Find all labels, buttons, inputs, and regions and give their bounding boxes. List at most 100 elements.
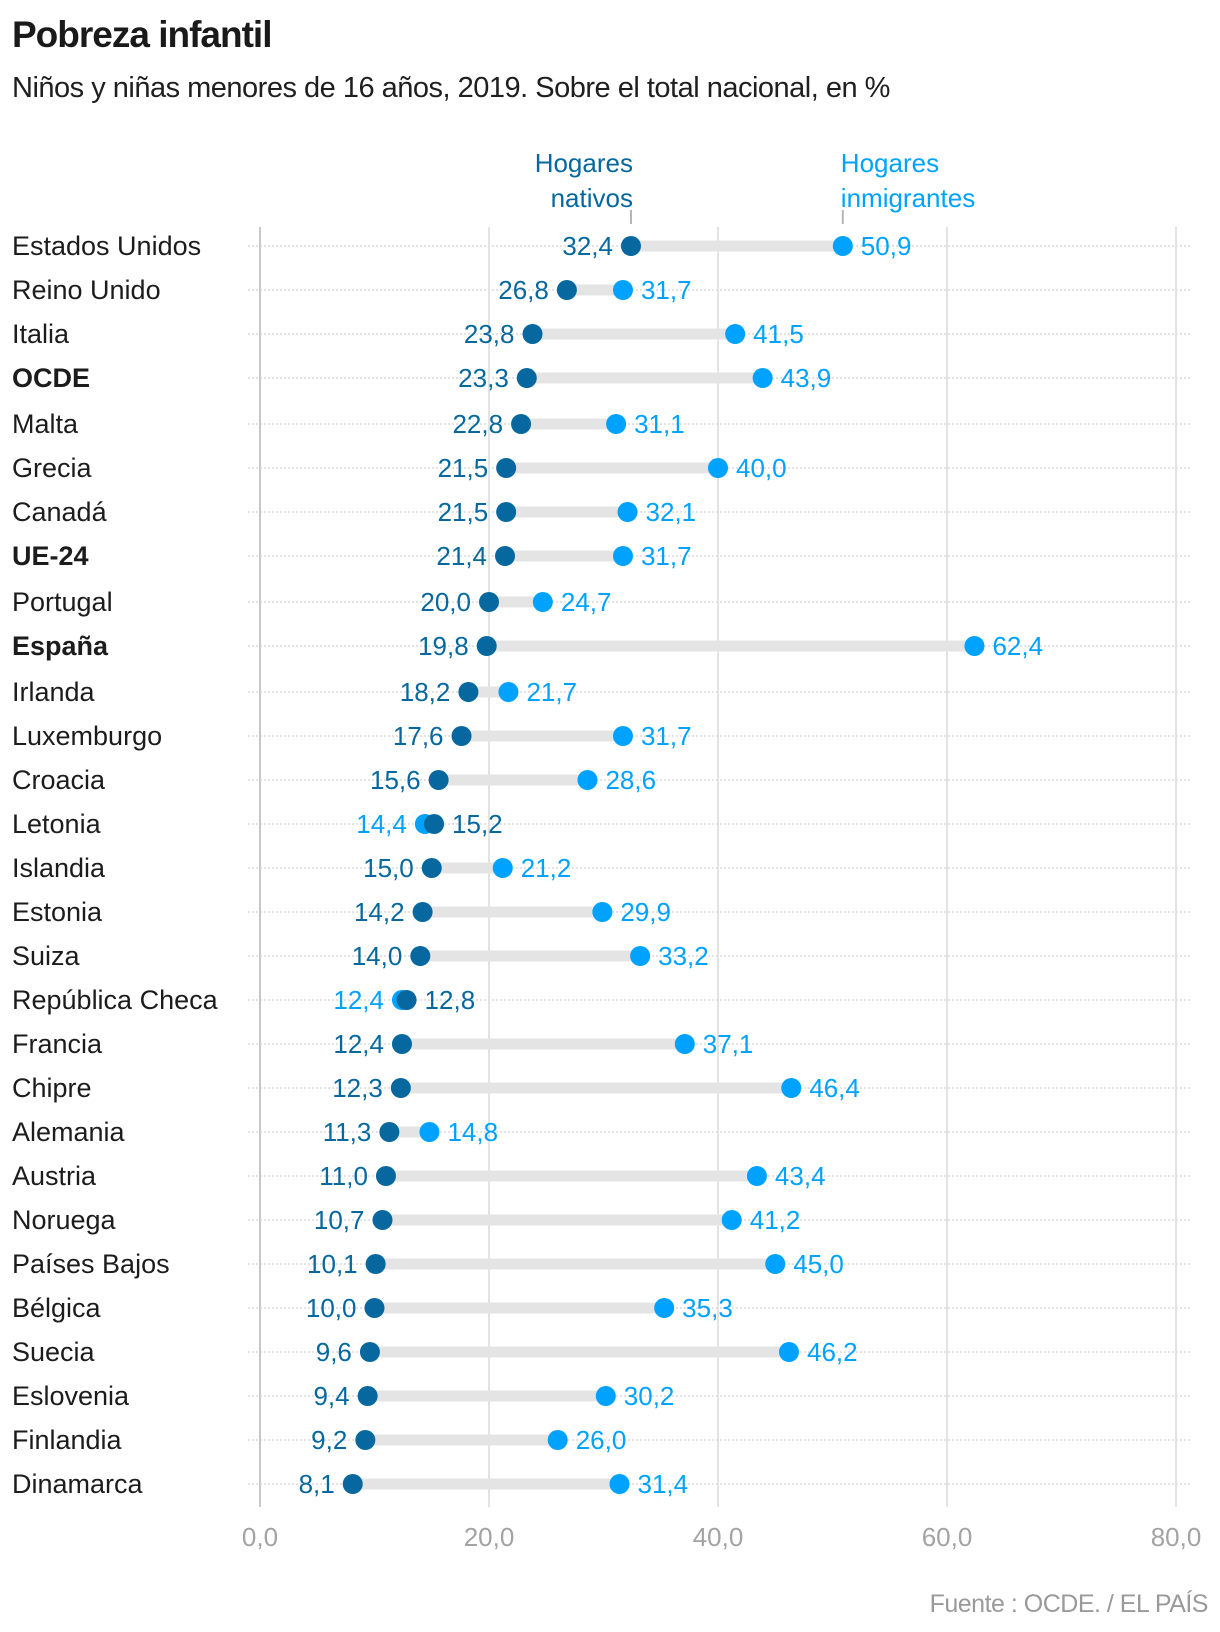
x-axis: 0,0 20,0 40,0 60,0 80,0	[242, 227, 1201, 1552]
row-francia: Francia 12,4 37,1	[12, 1029, 753, 1059]
value-label-nativos: 26,8	[498, 275, 549, 305]
dot-inmigrantes	[577, 770, 598, 790]
category-label: Países Bajos	[12, 1249, 170, 1279]
legend-label: nativos	[551, 183, 633, 213]
dot-nativos	[476, 636, 497, 656]
dot-inmigrantes	[721, 1210, 742, 1230]
category-label: España	[12, 631, 109, 661]
value-label-inmigrantes: 46,4	[809, 1073, 860, 1103]
value-label-inmigrantes: 31,7	[641, 541, 692, 571]
dot-nativos	[359, 1342, 380, 1362]
value-label-nativos: 10,1	[307, 1249, 358, 1279]
row-alemania: Alemania 11,3 14,8	[12, 1117, 498, 1147]
value-label-inmigrantes: 21,2	[521, 853, 572, 883]
category-label: Reino Unido	[12, 275, 161, 305]
dot-nativos	[458, 682, 479, 702]
value-label-inmigrantes: 30,2	[624, 1381, 675, 1411]
dot-nativos	[390, 1078, 411, 1098]
value-label-nativos: 9,6	[316, 1337, 352, 1367]
dot-inmigrantes	[547, 1430, 568, 1450]
value-label-inmigrantes: 45,0	[793, 1249, 844, 1279]
x-tick-label: 20,0	[464, 1522, 515, 1552]
dot-inmigrantes	[778, 1342, 799, 1362]
source-credit: Fuente : OCDE. / EL PAÍS	[929, 1590, 1209, 1618]
dot-inmigrantes	[630, 946, 651, 966]
category-label: Eslovenia	[12, 1381, 130, 1411]
value-label-inmigrantes: 31,4	[638, 1469, 689, 1499]
dot-nativos	[372, 1210, 393, 1230]
dot-inmigrantes	[654, 1298, 675, 1318]
dot-nativos	[495, 546, 516, 566]
dot-inmigrantes	[498, 682, 519, 702]
row-canadá: Canadá 21,5 32,1	[12, 497, 696, 527]
value-label-nativos: 22,8	[452, 409, 503, 439]
row-noruega: Noruega 10,7 41,2	[12, 1205, 800, 1235]
dot-nativos	[396, 990, 417, 1010]
x-tick-label: 80,0	[1151, 1522, 1202, 1552]
value-label-nativos: 11,0	[319, 1161, 368, 1191]
category-label: República Checa	[12, 985, 219, 1015]
value-label-nativos: 21,5	[438, 497, 489, 527]
dot-nativos	[421, 858, 442, 878]
row-estonia: Estonia 14,2 29,9	[12, 897, 671, 927]
value-label-nativos: 17,6	[393, 721, 444, 751]
category-label: Suecia	[12, 1337, 96, 1367]
dot-inmigrantes	[419, 1122, 440, 1142]
category-label: Dinamarca	[12, 1469, 144, 1499]
value-label-inmigrantes: 21,7	[526, 677, 577, 707]
category-label: Bélgica	[12, 1293, 102, 1323]
value-label-inmigrantes: 62,4	[992, 631, 1043, 661]
category-label: Chipre	[12, 1073, 92, 1103]
category-label: Italia	[12, 319, 70, 349]
category-label: Austria	[12, 1161, 97, 1191]
legend: Hogares nativos Hogares inmigrantes	[535, 148, 975, 224]
row-portugal: Portugal 20,0 24,7	[12, 587, 611, 617]
value-label-inmigrantes: 28,6	[605, 765, 656, 795]
dot-inmigrantes	[612, 726, 633, 746]
value-label-inmigrantes: 46,2	[807, 1337, 858, 1367]
value-label-nativos: 12,8	[425, 985, 476, 1015]
dot-nativos	[496, 502, 517, 522]
dot-nativos	[516, 368, 537, 388]
chart-title: Pobreza infantil	[12, 14, 272, 55]
x-tick-label: 40,0	[693, 1522, 744, 1552]
value-label-inmigrantes: 37,1	[703, 1029, 754, 1059]
value-label-inmigrantes: 31,1	[634, 409, 685, 439]
dot-nativos	[428, 770, 449, 790]
row-italia: Italia 23,8 41,5	[12, 319, 804, 349]
value-label-inmigrantes: 31,7	[641, 721, 692, 751]
value-label-inmigrantes: 12,4	[333, 985, 384, 1015]
value-label-inmigrantes: 26,0	[576, 1425, 627, 1455]
category-label: Croacia	[12, 765, 106, 795]
row-estados-unidos: Estados Unidos 32,4 50,9	[12, 231, 911, 261]
x-tick-label: 0,0	[242, 1522, 278, 1552]
dot-nativos	[496, 458, 517, 478]
value-label-nativos: 23,3	[458, 363, 509, 393]
value-label-nativos: 8,1	[299, 1469, 335, 1499]
category-label: Suiza	[12, 941, 81, 971]
row-islandia: Islandia 15,0 21,2	[12, 853, 571, 883]
x-tick-label: 60,0	[922, 1522, 973, 1552]
value-label-inmigrantes: 14,8	[447, 1117, 498, 1147]
row-ue-24: UE-24 21,4 31,7	[12, 541, 692, 571]
legend-nativos: Hogares nativos	[535, 148, 633, 224]
category-label: Finlandia	[12, 1425, 123, 1455]
row-luxemburgo: Luxemburgo 17,6 31,7	[12, 721, 692, 751]
row-malta: Malta 22,8 31,1	[12, 409, 685, 439]
value-label-inmigrantes: 50,9	[861, 231, 912, 261]
row-dinamarca: Dinamarca 8,1 31,4	[12, 1469, 688, 1499]
value-label-inmigrantes: 29,9	[620, 897, 671, 927]
category-label: Grecia	[12, 453, 93, 483]
dot-inmigrantes	[725, 324, 746, 344]
value-label-nativos: 14,2	[354, 897, 405, 927]
row-irlanda: Irlanda 18,2 21,7	[12, 677, 577, 707]
value-label-inmigrantes: 41,5	[753, 319, 804, 349]
category-label: Canadá	[12, 497, 108, 527]
value-label-nativos: 10,0	[306, 1293, 357, 1323]
value-label-nativos: 9,4	[313, 1381, 349, 1411]
category-label: Noruega	[12, 1205, 117, 1235]
dot-nativos	[620, 236, 641, 256]
value-label-nativos: 20,0	[420, 587, 471, 617]
row-reino-unido: Reino Unido 26,8 31,7	[12, 275, 692, 305]
